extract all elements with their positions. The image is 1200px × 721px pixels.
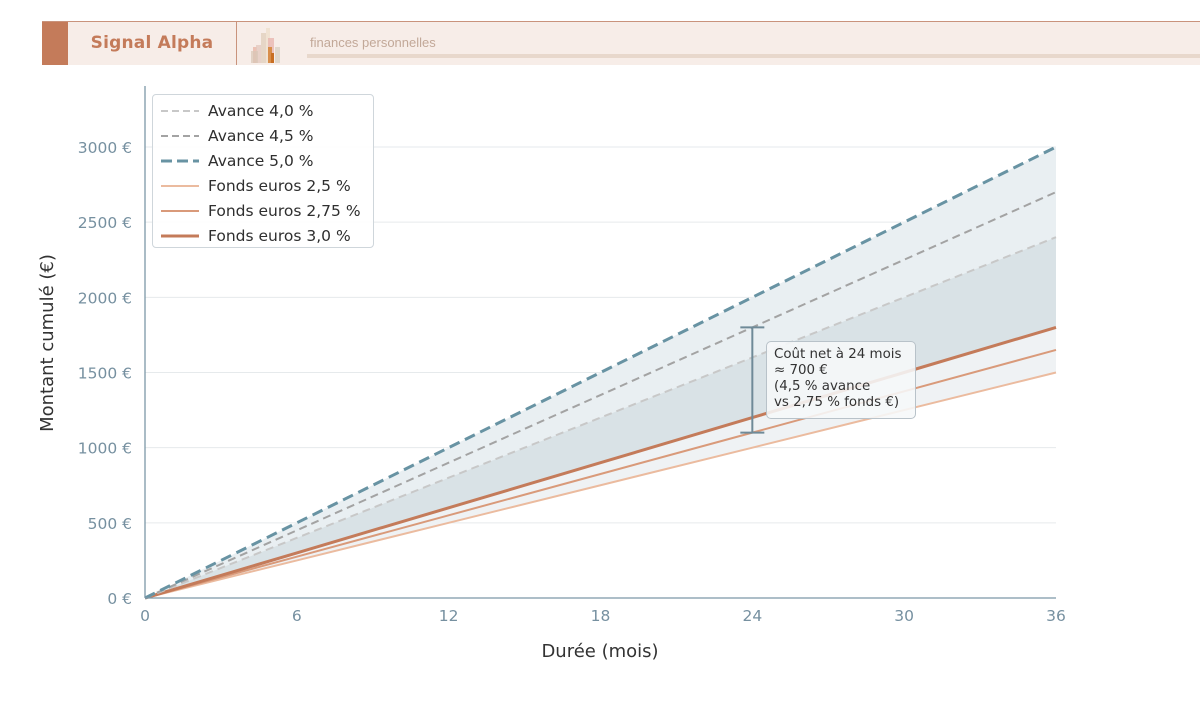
y-tick-label: 1000 €	[78, 440, 132, 458]
solid-line-swatch-icon	[161, 234, 199, 237]
dashed-line-swatch-icon	[161, 109, 199, 112]
legend-item[interactable]: Avance 4,5 %	[153, 123, 373, 148]
solid-line-swatch-icon	[161, 209, 199, 212]
x-axis-label: Durée (mois)	[541, 641, 658, 662]
legend-label: Avance 5,0 %	[208, 151, 314, 170]
dashed-line-swatch-icon	[161, 159, 199, 162]
x-tick-label: 30	[894, 607, 914, 625]
dashed-line-swatch-icon	[161, 134, 199, 137]
annotation-line: vs 2,75 % fonds €)	[774, 395, 900, 410]
x-tick-label: 36	[1046, 607, 1066, 625]
bar-chart-logo-icon	[251, 28, 280, 63]
fill-band	[145, 237, 1056, 598]
y-axis-label: Montant cumulé (€)	[37, 254, 58, 432]
legend-item[interactable]: Fonds euros 2,5 %	[153, 173, 373, 198]
legend-item[interactable]: Avance 4,0 %	[153, 98, 373, 123]
brand-title[interactable]: Signal Alpha	[90, 33, 214, 53]
app-header: Signal Alpha finances personnelles	[42, 21, 1200, 65]
legend-label: Avance 4,0 %	[208, 101, 314, 120]
header-divider	[236, 22, 237, 65]
y-tick-label: 3000 €	[78, 139, 132, 157]
x-tick-label: 12	[439, 607, 459, 625]
brand-color-block	[42, 22, 68, 65]
annotation-box: Coût net à 24 mois ≈ 700 € (4,5 % avance…	[766, 341, 916, 419]
y-tick-label: 2500 €	[78, 214, 132, 232]
legend-item[interactable]: Fonds euros 2,75 %	[153, 198, 373, 223]
annotation-line: Coût net à 24 mois	[774, 347, 902, 362]
annotation-line: (4,5 % avance	[774, 379, 871, 394]
series-line	[144, 236, 1057, 599]
header-rule	[307, 54, 1200, 58]
solid-line-swatch-icon	[161, 184, 199, 187]
x-tick-label: 0	[140, 607, 150, 625]
header-subtitle: finances personnelles	[310, 35, 436, 50]
chart-legend: Avance 4,0 % Avance 4,5 % Avance 5,0 % F…	[152, 94, 374, 248]
y-tick-label: 0 €	[107, 590, 132, 608]
fill-band	[145, 147, 1056, 598]
legend-item[interactable]: Avance 5,0 %	[153, 148, 373, 173]
annotation-line: ≈ 700 €	[774, 363, 828, 378]
x-tick-label: 6	[292, 607, 302, 625]
y-tick-label: 1500 €	[78, 365, 132, 383]
series-line	[144, 325, 1057, 600]
legend-label: Fonds euros 2,75 %	[208, 201, 361, 220]
legend-label: Avance 4,5 %	[208, 126, 314, 145]
legend-label: Fonds euros 3,0 %	[208, 226, 351, 245]
annotation-bracket	[740, 326, 765, 434]
y-tick-label: 2000 €	[78, 289, 132, 307]
series-line	[144, 191, 1057, 599]
x-tick-label: 24	[742, 607, 762, 625]
legend-item[interactable]: Fonds euros 3,0 %	[153, 223, 373, 248]
y-tick-label: 500 €	[88, 515, 132, 533]
legend-label: Fonds euros 2,5 %	[208, 176, 351, 195]
axes: 0 € 500 € 1000 € 1500 € 2000 € 2500 € 3000 € 0 6…	[78, 86, 1066, 625]
x-tick-label: 18	[591, 607, 611, 625]
